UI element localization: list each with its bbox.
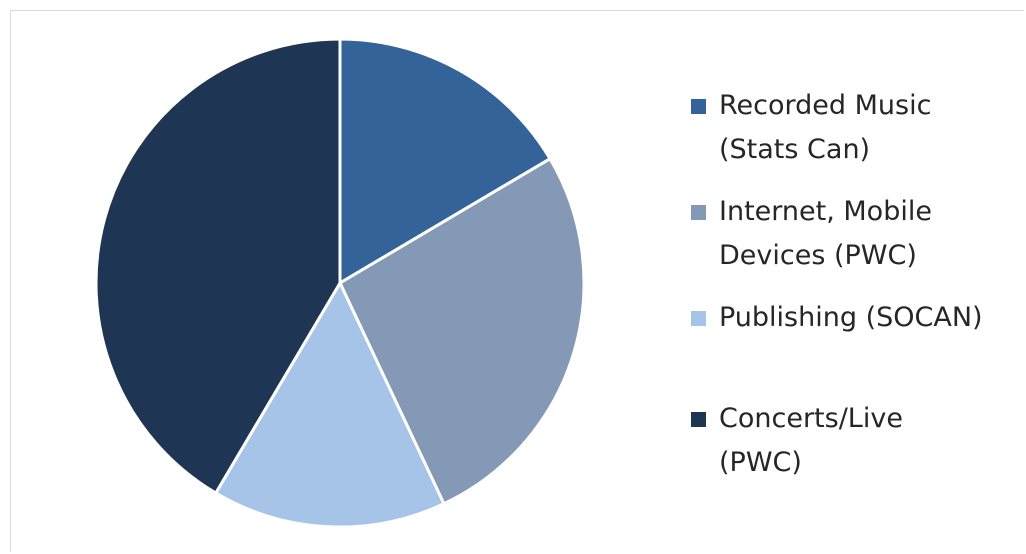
- chart-frame: [10, 10, 1024, 552]
- pie-slice-concerts-live: [94, 37, 342, 495]
- legend-label-line: Internet, Mobile: [719, 196, 932, 227]
- legend-label-line: (Stats Can): [719, 134, 871, 165]
- legend-label-line: (PWC): [719, 447, 802, 478]
- pie-slice-recorded-music: [338, 37, 552, 285]
- legend-label-line: Concerts/Live: [719, 403, 903, 434]
- pie-slice-internet-mobile: [338, 157, 586, 506]
- legend-item-internet-mobile: Internet, Mobile Devices (PWC): [691, 190, 1021, 296]
- legend-swatch: [691, 412, 706, 427]
- legend-swatch: [691, 205, 706, 220]
- legend-label-line: Devices (PWC): [719, 240, 917, 271]
- legend-item-recorded-music: Recorded Music (Stats Can): [691, 84, 1021, 190]
- legend-swatch: [691, 311, 706, 326]
- legend-swatch: [691, 99, 706, 114]
- legend-label-line: Recorded Music: [719, 90, 932, 121]
- chart-legend: Recorded Music (Stats Can) Internet, Mob…: [691, 84, 1021, 485]
- legend-item-publishing: Publishing (SOCAN): [691, 296, 1021, 397]
- legend-label-line: Publishing (SOCAN): [719, 302, 983, 333]
- pie-slice-publishing: [214, 281, 446, 529]
- legend-item-concerts-live: Concerts/Live (PWC): [691, 397, 1021, 485]
